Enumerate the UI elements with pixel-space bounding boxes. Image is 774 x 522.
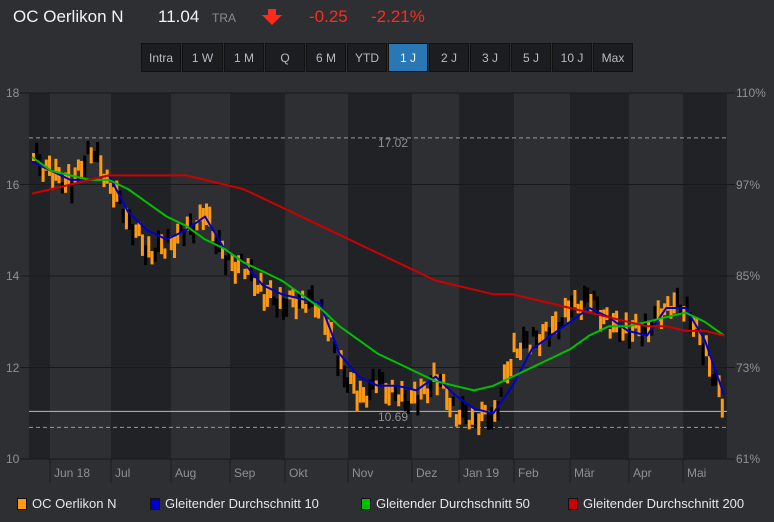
range-button-3j[interactable]: 3 J: [470, 43, 510, 72]
x-axis-label: Mär: [574, 466, 595, 480]
range-button-10j[interactable]: 10 J: [552, 43, 592, 72]
y-axis-label: 18: [6, 86, 20, 100]
y-axis-label: 10: [6, 452, 20, 466]
legend-swatch-icon: [150, 497, 160, 510]
price-chart[interactable]: 17.02 10.69 18 16 14 12 10 110% 97% 85% 73% 61% Ju…: [0, 80, 774, 485]
y2-axis-label: 110%: [736, 86, 766, 100]
x-axis-label: Nov: [352, 466, 374, 480]
x-axis-label: Aug: [175, 466, 197, 480]
arrow-down-icon: [262, 9, 282, 25]
range-button-q[interactable]: Q: [265, 43, 305, 72]
legend-item[interactable]: Gleitender Durchschnitt 200: [568, 496, 744, 511]
range-button-1m[interactable]: 1 M: [224, 43, 264, 72]
y2-axis-label: 61%: [736, 452, 761, 466]
low-annotation: 10.69: [378, 410, 409, 424]
x-axis-label: Apr: [633, 466, 652, 480]
range-button-6m[interactable]: 6 M: [306, 43, 346, 72]
legend-item[interactable]: Gleitender Durchschnitt 10: [150, 496, 319, 511]
x-axis-label: Feb: [518, 466, 539, 480]
price-change: -0.25: [309, 7, 348, 26]
x-axis-label: Jul: [115, 466, 131, 480]
y-axis-label: 12: [6, 360, 20, 375]
quote-header: OC Oerlikon N 11.04 TRA -0.25 -2.21%: [0, 0, 774, 34]
y2-axis-label: 97%: [736, 177, 761, 192]
range-button-ytd[interactable]: YTD: [347, 43, 387, 72]
price-change-percent: -2.21%: [371, 7, 425, 26]
range-button-max[interactable]: Max: [593, 43, 633, 72]
x-axis-label: Dez: [416, 466, 438, 480]
chart-canvas: [20, 92, 735, 483]
high-annotation: 17.02: [378, 136, 409, 150]
legend-item[interactable]: Gleitender Durchschnitt 50: [361, 496, 530, 511]
exchange-code: TRA: [212, 11, 236, 25]
chart-legend: OC Oerlikon N Gleitender Durchschnitt 10 G…: [0, 496, 774, 518]
legend-swatch-icon: [568, 497, 578, 510]
legend-swatch-icon: [17, 497, 27, 510]
x-axis-label: Sep: [234, 466, 256, 480]
legend-label: OC Oerlikon N: [32, 496, 117, 511]
legend-label: Gleitender Durchschnitt 200: [583, 496, 745, 511]
range-button-5j[interactable]: 5 J: [511, 43, 551, 72]
range-button-1w[interactable]: 1 W: [182, 43, 223, 72]
range-button-1j[interactable]: 1 J: [388, 43, 428, 72]
y2-axis-label: 73%: [736, 360, 761, 375]
x-axis-label: Jun 18: [54, 466, 91, 480]
y2-axis-label: 85%: [736, 269, 761, 283]
instrument-name: OC Oerlikon N: [13, 7, 124, 26]
range-button-intra[interactable]: Intra: [141, 43, 181, 72]
legend-swatch-icon: [361, 497, 371, 510]
legend-item[interactable]: OC Oerlikon N: [17, 496, 117, 511]
legend-label: Gleitender Durchschnitt 10: [165, 496, 319, 511]
x-axis-label: Jan 19: [463, 466, 500, 480]
legend-label: Gleitender Durchschnitt 50: [376, 496, 530, 511]
x-axis-label: Okt: [289, 466, 308, 480]
y-axis-label: 16: [6, 177, 20, 192]
last-price: 11.04: [158, 7, 200, 26]
range-button-2j[interactable]: 2 J: [429, 43, 469, 72]
y-axis-label: 14: [6, 269, 20, 283]
x-axis-label: Mai: [687, 466, 707, 480]
